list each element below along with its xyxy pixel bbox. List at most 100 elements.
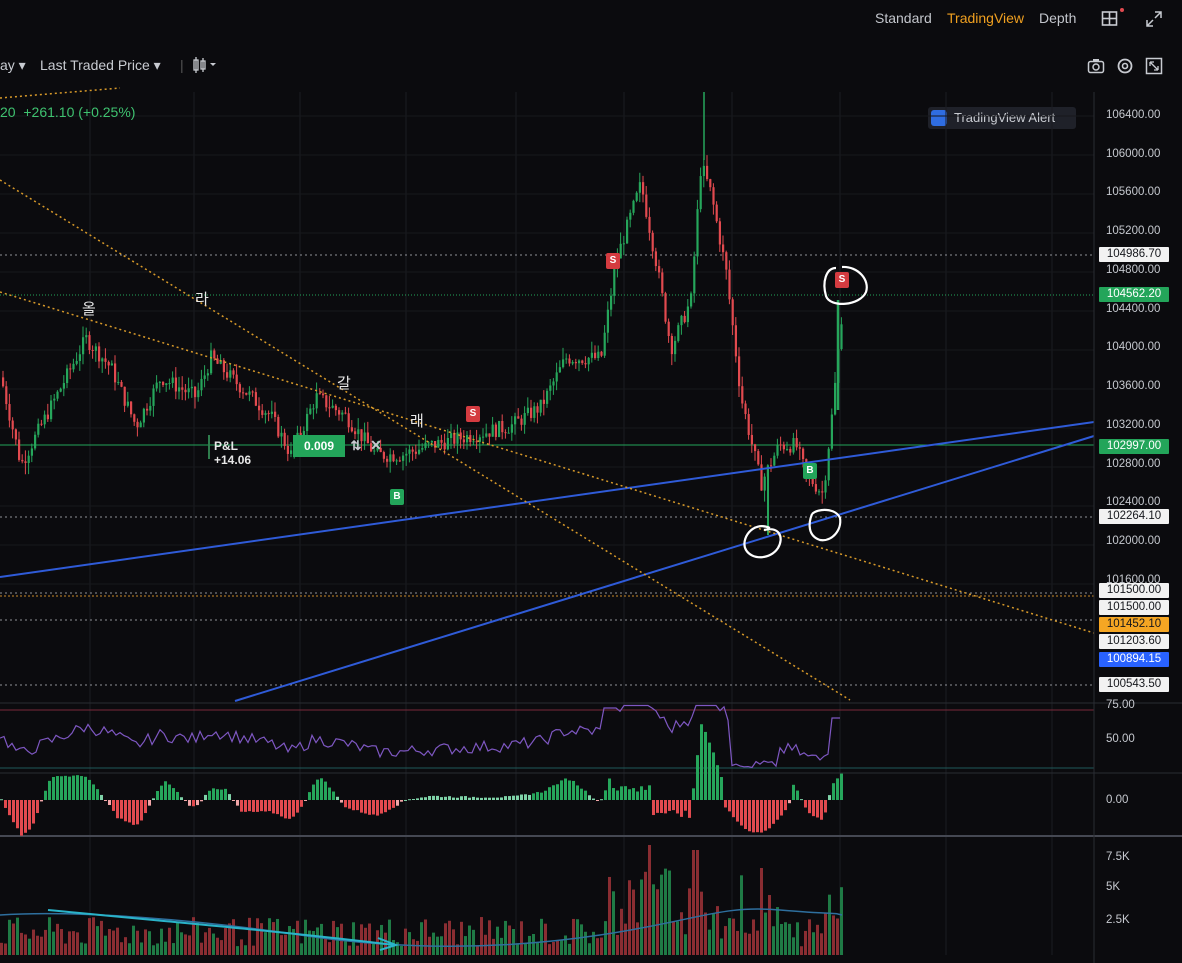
chart-grid — [0, 92, 1182, 955]
candle-body — [773, 455, 776, 466]
volume-bar — [820, 933, 823, 955]
macd-bar — [156, 791, 159, 800]
macd-bar — [788, 800, 791, 804]
macd-bar — [436, 795, 439, 800]
macd-bar — [592, 798, 595, 800]
macd-bar — [172, 788, 175, 800]
macd-bar — [28, 800, 31, 830]
volume-bar — [292, 928, 295, 955]
candle-body — [590, 352, 593, 358]
volume-bar — [88, 918, 91, 955]
macd-bar — [464, 796, 467, 800]
volume-bar — [564, 935, 567, 955]
candle-body — [8, 404, 11, 421]
volume-bar — [548, 944, 551, 955]
volume-bar — [840, 887, 843, 955]
volume-bar — [40, 936, 43, 955]
volume-bar — [584, 931, 587, 955]
candle-body — [338, 410, 341, 415]
candle-body — [696, 209, 699, 257]
macd-bar — [516, 795, 519, 800]
candle-body — [536, 406, 539, 413]
volume-bar — [640, 879, 643, 955]
tab-depth[interactable]: Depth — [1039, 10, 1077, 26]
candle-body — [158, 381, 161, 383]
macd-bar — [248, 800, 251, 812]
candle-body — [270, 411, 273, 414]
candle-body — [350, 427, 353, 432]
fullscreen-icon[interactable] — [1145, 57, 1163, 75]
macd-bar — [824, 800, 827, 813]
macd-bar — [316, 779, 319, 800]
candle-body — [197, 390, 200, 398]
candle-body — [667, 321, 670, 337]
macd-bar — [420, 797, 423, 800]
candle-body — [347, 413, 350, 428]
candle-body — [827, 448, 830, 481]
volume-bar — [192, 917, 195, 955]
macd-bar — [4, 800, 7, 808]
candle-body — [712, 187, 715, 205]
macd-bar — [560, 780, 563, 800]
rsi-line — [0, 704, 840, 769]
macd-bar — [532, 793, 535, 800]
price-axis-tick: 101600.00 — [1106, 573, 1161, 586]
volume-bar — [524, 943, 527, 955]
position-pnl-widget[interactable]: P&L +14.06 0.009 ⇅ ✕ — [208, 435, 382, 467]
candle-body — [213, 350, 216, 359]
tradingview-alert-button[interactable]: TradingView Alert — [928, 107, 1076, 129]
alert-clock-icon — [931, 110, 947, 126]
macd-bar — [148, 800, 151, 806]
macd-bar — [88, 779, 91, 800]
interval-selector[interactable]: ay ▾ — [0, 57, 26, 73]
candle-body — [11, 420, 14, 430]
volume-bar — [692, 850, 695, 955]
macd-bar — [84, 776, 87, 800]
volume-bar — [348, 945, 351, 955]
volume-bar — [204, 932, 207, 955]
macd-bar — [692, 788, 695, 800]
tab-tradingview[interactable]: TradingView — [947, 10, 1025, 26]
candle-body — [232, 370, 235, 375]
candle-body — [126, 401, 129, 406]
annotation-label: 래 — [410, 413, 424, 430]
candle-body — [226, 372, 229, 378]
macd-bar — [356, 800, 359, 811]
settings-icon[interactable] — [1116, 57, 1134, 75]
candle-body — [341, 412, 344, 415]
volume-bar — [240, 939, 243, 955]
price-type-selector[interactable]: Last Traded Price ▾ — [40, 57, 161, 73]
volume-bar — [664, 868, 667, 955]
macd-bar — [132, 800, 135, 825]
candle-body — [258, 405, 261, 411]
volume-bar — [156, 943, 159, 955]
candle-body — [181, 387, 184, 390]
tab-standard[interactable]: Standard — [875, 10, 932, 26]
close-icon[interactable]: ✕ — [370, 437, 382, 453]
grid-layout-icon[interactable] — [1101, 10, 1119, 28]
candle-body — [242, 392, 245, 394]
candlestick-icon[interactable] — [192, 57, 218, 76]
candle-body — [200, 378, 203, 391]
camera-icon[interactable] — [1087, 57, 1105, 75]
expand-icon[interactable] — [1145, 10, 1163, 28]
price-axis-label: 102264.10 — [1099, 509, 1169, 524]
reverse-arrows-icon[interactable]: ⇅ — [350, 438, 362, 453]
candle-body — [622, 243, 625, 245]
candle-body — [568, 358, 571, 364]
macd-bar — [272, 800, 275, 814]
price-axis-tick: 104000.00 — [1106, 341, 1161, 354]
candle-body — [155, 382, 158, 389]
candle-body — [210, 350, 213, 374]
candle-body — [142, 408, 145, 423]
macd-bar — [184, 800, 187, 801]
volume-bar — [248, 917, 251, 955]
macd-bar — [656, 800, 659, 813]
candle-body — [245, 392, 248, 395]
volume-bar — [684, 934, 687, 955]
volume-bar — [532, 934, 535, 955]
candle-body — [802, 448, 805, 460]
volume-bar — [328, 942, 331, 955]
volume-bar — [44, 929, 47, 955]
